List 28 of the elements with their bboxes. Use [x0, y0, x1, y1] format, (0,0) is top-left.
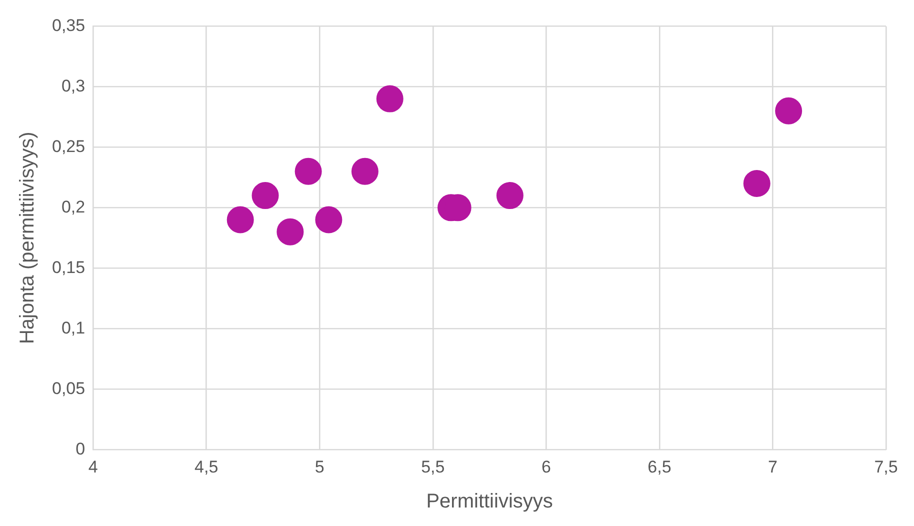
y-tick-label: 0,2 — [61, 197, 86, 216]
x-tick-label: 7 — [768, 457, 778, 476]
x-tick-label: 4 — [88, 457, 98, 476]
y-tick-label: 0,15 — [52, 258, 86, 277]
x-tick-label: 4,5 — [194, 457, 218, 476]
y-tick-label: 0,3 — [61, 76, 86, 96]
y-tick-label: 0,1 — [61, 318, 86, 338]
y-tick-label: 0,25 — [52, 136, 86, 156]
point — [315, 206, 342, 234]
x-tick-label: 5 — [314, 457, 324, 476]
point — [775, 97, 802, 124]
x-tick-label: 6,5 — [648, 457, 672, 476]
point — [294, 158, 322, 185]
point — [376, 85, 404, 112]
point — [252, 182, 279, 210]
y-tick-label: 0,35 — [52, 16, 86, 35]
point — [496, 182, 524, 210]
y-tick-label: 0,05 — [52, 378, 86, 398]
point — [743, 170, 770, 197]
x-axis-title: Permittiivisyys — [426, 490, 553, 513]
x-tick-label: 5,5 — [421, 457, 445, 476]
point — [276, 218, 304, 246]
y-tick-label: 0 — [76, 439, 86, 458]
y-axis-title: Hajonta (permittiivisyys) — [16, 132, 39, 344]
point — [226, 206, 254, 234]
point — [351, 158, 378, 185]
x-tick-label: 6 — [541, 457, 551, 476]
x-tick-label: 7,5 — [874, 457, 898, 476]
